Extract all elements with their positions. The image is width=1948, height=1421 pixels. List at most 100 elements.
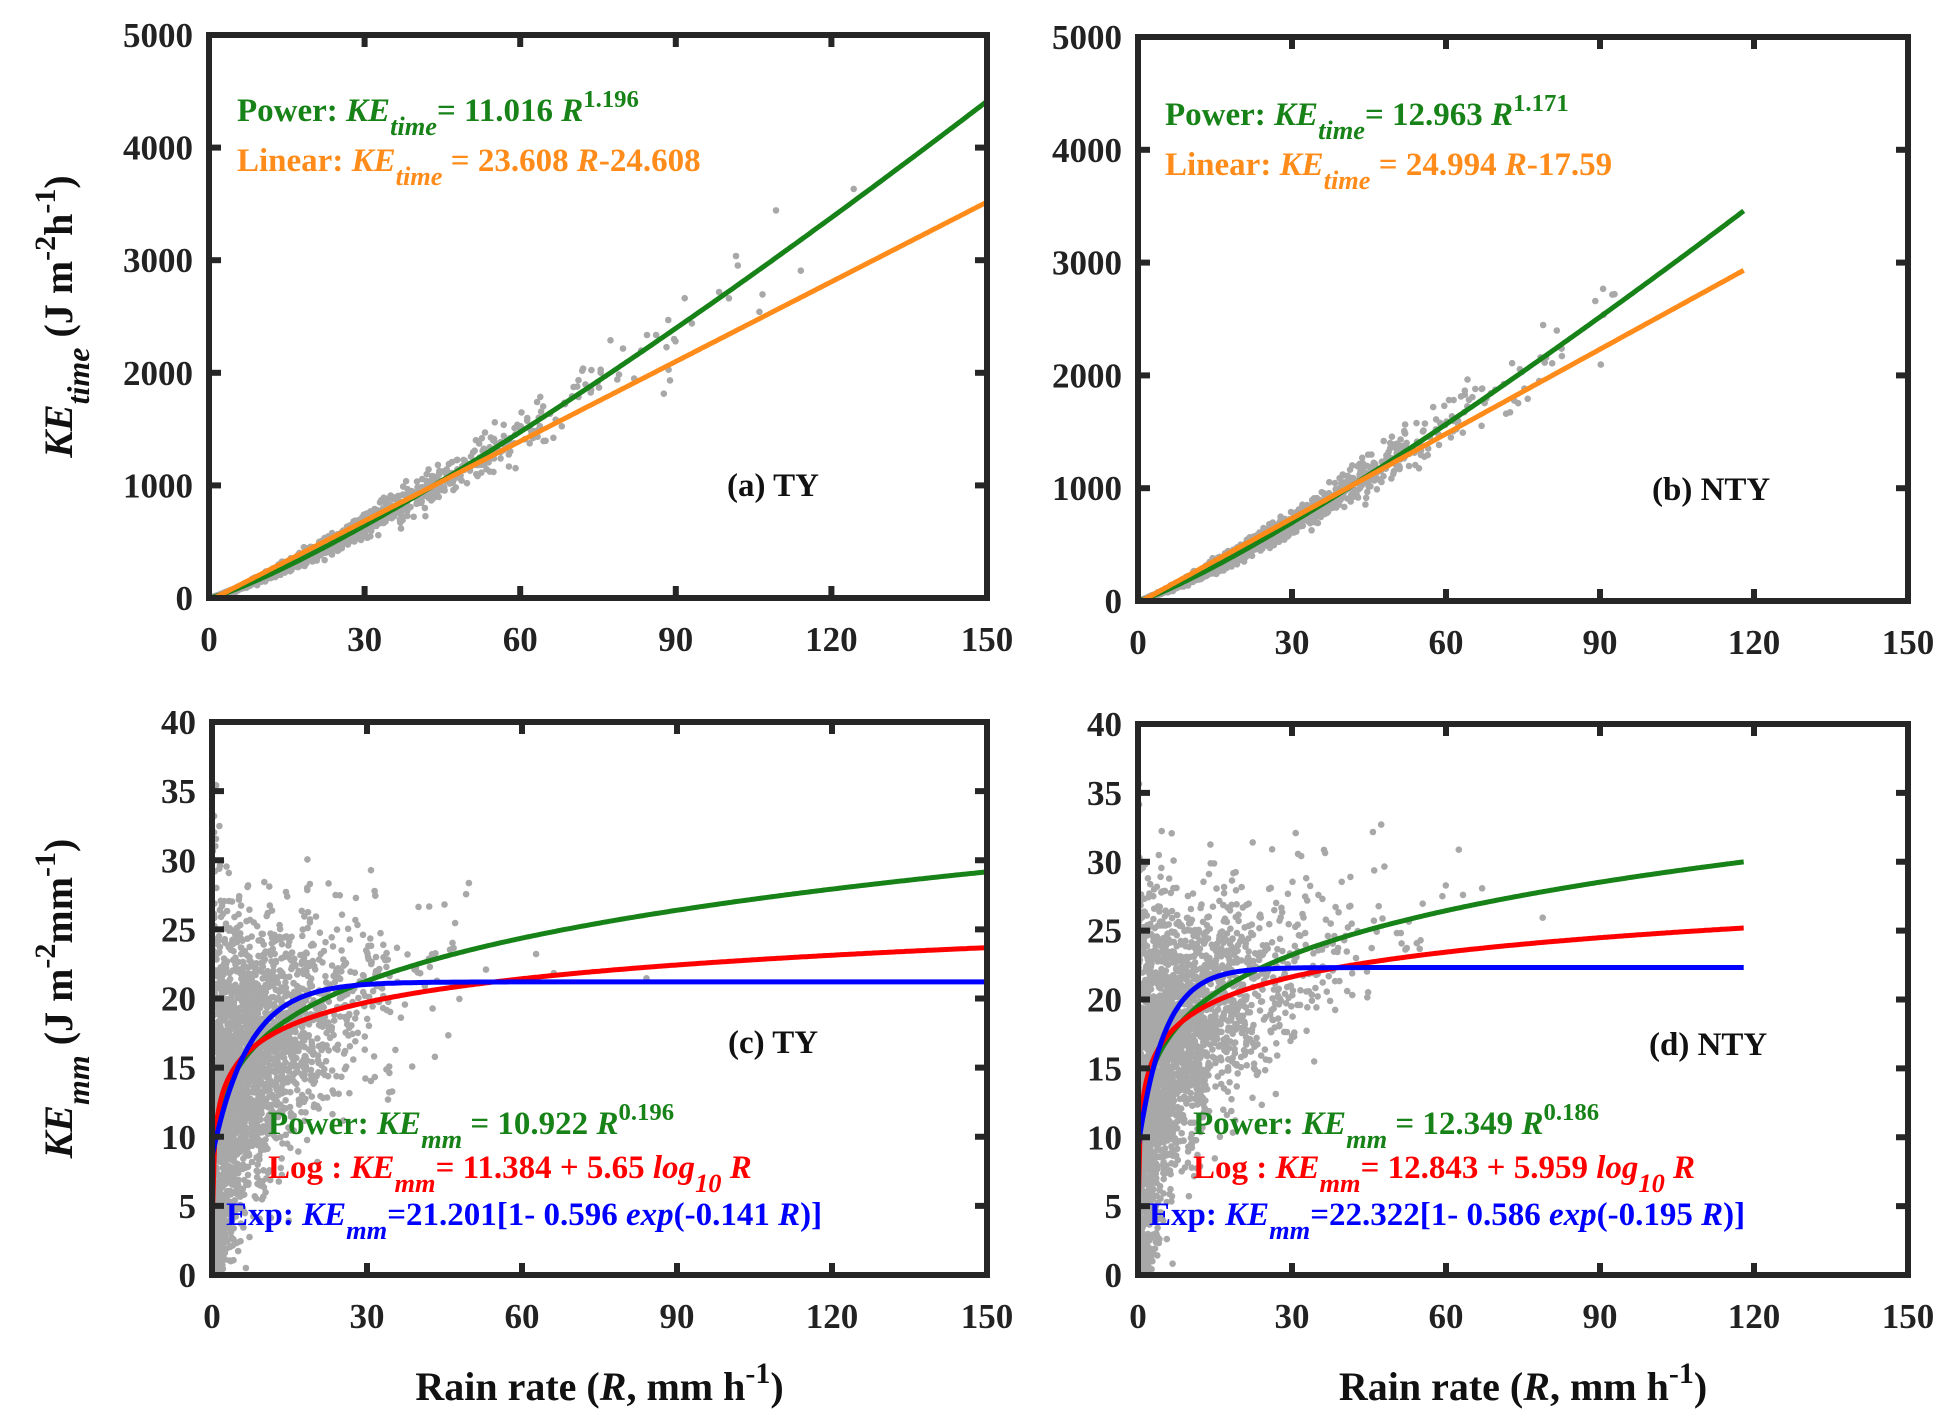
y-axis-label-part: time [60,347,96,404]
data-point [666,377,674,384]
y-tick-label: 3000 [123,241,193,280]
x-tick-label: 60 [503,620,538,659]
data-point [1390,470,1397,478]
equation-linear-part: Linear: [237,143,352,179]
y-axis-label-part: (J m [36,261,81,348]
data-point [575,376,582,384]
data-point [523,417,531,425]
data-point [526,440,533,447]
data-point [1347,498,1354,505]
y-tick-label: 0 [176,579,194,618]
data-point [1459,429,1467,437]
data-point [663,343,670,351]
data-point [660,390,668,398]
data-point [500,421,508,429]
data-point [1331,479,1339,487]
data-point [1592,297,1599,305]
data-point [558,423,566,430]
data-point [540,437,547,445]
data-point [1524,395,1531,403]
data-point [1397,436,1404,443]
data-point [491,419,499,426]
data-point [672,338,679,345]
data-point [362,527,370,534]
data-point [427,494,434,502]
data-point [511,424,518,432]
data-point [1445,396,1453,404]
data-point [537,393,544,401]
data-point [1380,437,1387,445]
data-point [481,429,489,436]
data-point [1405,462,1413,470]
data-point [376,499,384,506]
data-point [1597,361,1605,368]
data-point [1354,462,1361,470]
data-point [614,376,621,383]
data-point [1413,419,1420,427]
data-point [1356,471,1363,478]
data-point [588,366,595,374]
equation-linear-part: time [396,161,443,191]
data-point [1548,360,1556,367]
data-point [1332,504,1340,511]
data-point [1415,465,1423,472]
data-point [607,337,614,344]
data-point [595,384,603,391]
data-point [1417,451,1425,459]
data-point [472,436,480,444]
equation-linear-part: R [576,143,599,179]
y-tick-label: 5000 [123,16,193,55]
y-tick-label: 4000 [123,129,193,168]
data-point [725,295,733,302]
data-point [1447,434,1455,441]
data-point [715,288,723,296]
data-point [850,185,857,193]
data-point [399,483,407,490]
data-point [452,484,460,491]
data-point [1388,433,1396,441]
data-point [434,461,442,469]
data-point [734,262,742,269]
data-point [1508,359,1516,367]
y-axis-label: KEtime (J m-2h-1) [29,175,96,458]
axes-frame [206,32,990,601]
data-point [1378,478,1385,486]
data-point [539,403,547,410]
data-point [512,464,519,472]
equation-power: Power: KEtime= 11.016 R1.196 [237,86,639,141]
data-point [286,567,294,575]
data-point [1308,527,1315,534]
y-tick-label: 1000 [123,466,193,505]
data-point [756,308,763,316]
y-axis-label-part: -2 [29,236,62,261]
data-point [505,463,513,470]
data-point [643,331,651,339]
data-point [408,487,416,495]
data-point [321,556,328,564]
data-point [597,369,604,377]
data-point [421,504,429,512]
data-point [483,465,490,473]
data-point [1386,445,1394,452]
data-point [537,408,545,415]
data-point [396,517,404,525]
x-tick-label: 150 [961,620,1014,659]
data-point [732,252,740,260]
data-point [398,507,406,514]
data-point [380,519,387,527]
data-point [425,466,432,473]
data-point [463,479,471,487]
data-point [480,445,488,453]
x-tick-label: 30 [347,620,382,659]
equation-power-part: Power: [237,93,346,129]
data-point [1358,454,1366,462]
data-point [490,435,498,443]
data-point [1441,402,1448,410]
data-point [407,503,414,511]
data-point [473,470,480,478]
data-point [364,534,371,542]
data-point [688,320,696,327]
data-point [1326,478,1333,486]
data-point [478,469,485,477]
